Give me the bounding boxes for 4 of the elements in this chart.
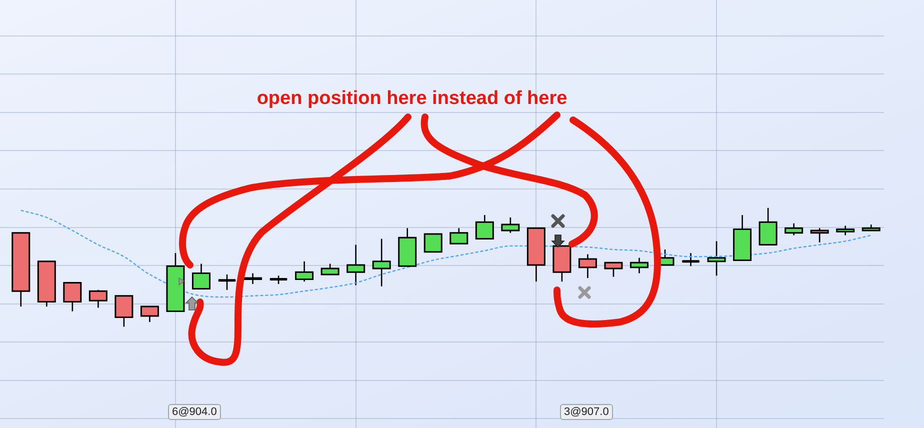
- candlestick: [424, 233, 442, 253]
- text: 6@904.0: [168, 404, 221, 420]
- text: 3@907.0: [560, 404, 613, 420]
- text: open position here instead of here: [256, 88, 568, 110]
